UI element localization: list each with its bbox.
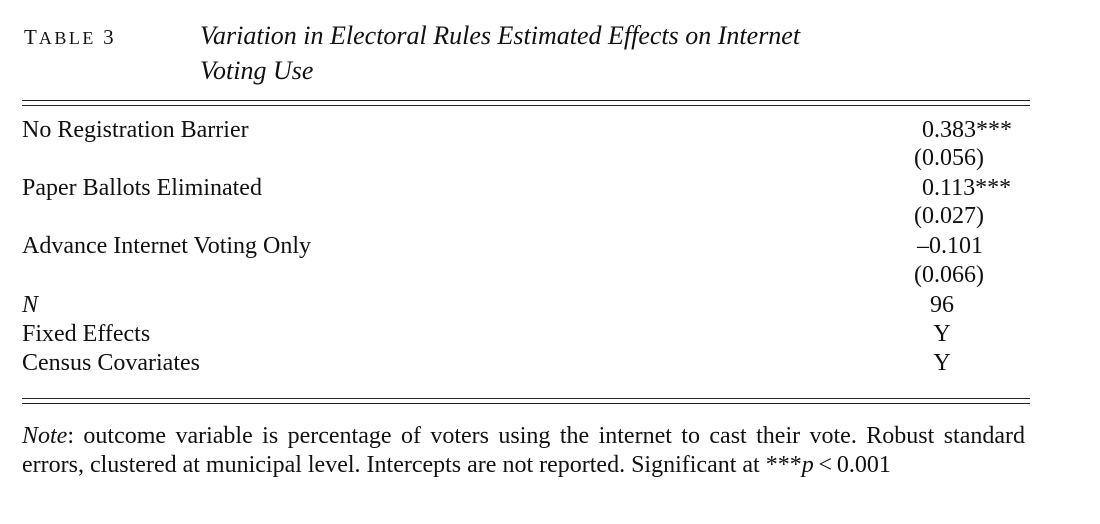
table-title-line-1: Variation in Electoral Rules Estimated E… [200,21,801,50]
row-estimate: –0.101 [917,233,983,259]
table-row: No Registration Barrier 0.383*** [22,115,1030,145]
table-label-prefix: T [24,25,39,49]
row-standard-error: (0.056) [914,145,984,171]
summary-row: Census Covariates Y [22,348,1030,378]
table-label: TABLE 3 [24,25,116,50]
summary-label: N [22,292,39,318]
note-label: Note [22,423,68,449]
table-number: 3 [103,25,116,49]
row-standard-error: (0.066) [914,262,984,288]
note-p-symbol: p [801,452,814,478]
summary-label: Fixed Effects [22,321,151,347]
summary-value: Y [933,321,951,347]
note-text: : outcome variable is percentage of vote… [22,423,1025,478]
table-title-line-2: Voting Use [200,56,314,85]
note-threshold: < 0.001 [813,452,891,478]
table-row: (0.066) [22,260,1030,290]
row-label: Advance Internet Voting Only [22,233,312,259]
table-label-small: ABLE [38,28,96,48]
row-label: No Registration Barrier [22,117,249,143]
table-figure: TABLE 3 Variation in Electoral Rules Est… [22,0,1030,524]
top-rule-2 [22,105,1030,106]
summary-value: Y [933,350,951,376]
top-rule-1 [22,100,1030,101]
table-note: Note: outcome variable is percentage of … [22,422,1025,480]
summary-row: Fixed Effects Y [22,319,1030,349]
table-caption: TABLE 3 Variation in Electoral Rules Est… [22,18,1030,92]
summary-value: 96 [930,292,954,318]
table-row: (0.056) [22,143,1030,173]
row-estimate: 0.113*** [922,175,1012,201]
row-label: Paper Ballots Eliminated [22,175,262,201]
bottom-rule-2 [22,403,1030,404]
summary-row: N 96 [22,290,1030,320]
bottom-rule-1 [22,398,1030,399]
table-row: (0.027) [22,201,1030,231]
table-title: Variation in Electoral Rules Estimated E… [200,18,920,88]
table-row: Paper Ballots Eliminated 0.113*** [22,173,1030,203]
summary-label: Census Covariates [22,350,200,376]
row-standard-error: (0.027) [914,203,984,229]
table-row: Advance Internet Voting Only –0.101 [22,231,1030,261]
row-estimate: 0.383*** [922,117,1012,143]
